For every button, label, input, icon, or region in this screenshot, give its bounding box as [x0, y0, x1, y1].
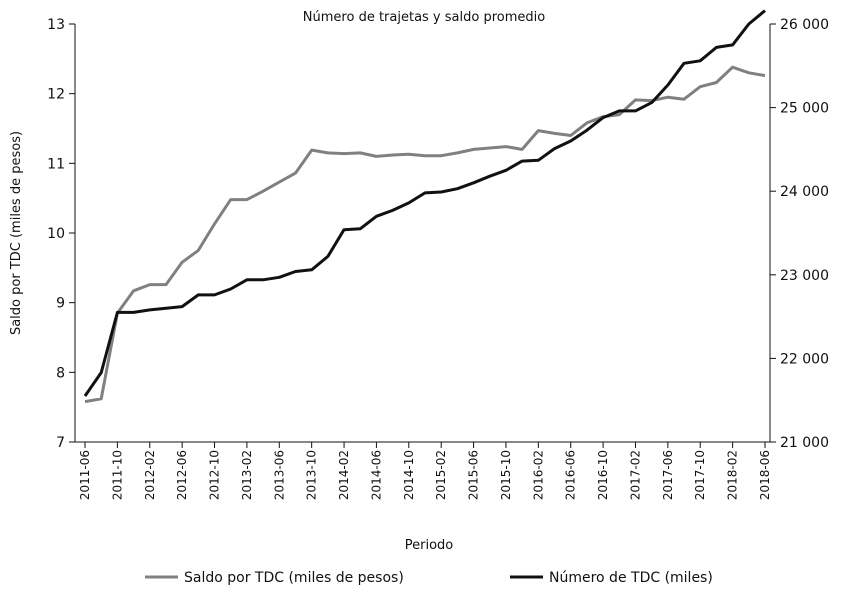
x-tick-label: 2011-10 — [110, 450, 124, 500]
x-tick-label: 2015-10 — [499, 450, 513, 500]
x-tick-label: 2012-02 — [143, 450, 157, 500]
right-tick-label: 22 000 — [780, 351, 829, 367]
right-tick-label: 25 000 — [780, 101, 829, 117]
x-tick-label: 2013-02 — [240, 450, 254, 500]
x-tick-label: 2014-06 — [369, 450, 383, 500]
left-tick-label: 10 — [47, 226, 65, 242]
x-axis-ticks: 2011-06 2011-10 2012-02 2012-06 2012-10 2013-… — [78, 442, 772, 500]
x-tick-label: 2014-10 — [402, 450, 416, 500]
series-line-0 — [84, 65, 766, 404]
left-tick-label: 11 — [47, 156, 65, 172]
left-tick-label: 8 — [56, 365, 65, 381]
legend-label-numero: Número de TDC (miles) — [549, 570, 713, 586]
x-tick-label: 2017-10 — [693, 450, 707, 500]
x-tick-label: 2017-02 — [628, 450, 642, 500]
x-tick-label: 2013-10 — [305, 450, 319, 500]
right-tick-label: 24 000 — [780, 184, 829, 200]
series-lines — [83, 9, 766, 404]
x-tick-label: 2012-06 — [175, 450, 189, 500]
x-tick-label: 2011-06 — [78, 450, 92, 500]
legend: Saldo por TDC (miles de pesos) Número de… — [145, 570, 713, 586]
x-axis-label: Periodo — [405, 538, 454, 553]
x-tick-label: 2015-02 — [434, 450, 448, 500]
x-tick-label: 2016-02 — [531, 450, 545, 500]
x-tick-label: 2012-10 — [208, 450, 222, 500]
legend-label-saldo: Saldo por TDC (miles de pesos) — [184, 570, 404, 586]
right-tick-label: 26 000 — [780, 17, 829, 33]
right-axis-ticks: 21 000 22 000 23 000 24 000 25 000 26 000 — [770, 17, 829, 451]
y-axis-label: Saldo por TDC (miles de pesos) — [9, 131, 24, 335]
x-tick-label: 2014-02 — [337, 450, 351, 500]
left-axis-ticks: 7 8 9 10 11 12 13 — [47, 17, 75, 451]
left-tick-label: 13 — [47, 17, 65, 33]
series-line-1 — [83, 9, 766, 397]
x-tick-label: 2015-06 — [467, 450, 481, 500]
x-tick-label: 2018-02 — [726, 450, 740, 500]
left-tick-label: 12 — [47, 87, 65, 103]
x-tick-label: 2016-10 — [596, 450, 610, 500]
x-tick-label: 2018-06 — [758, 450, 772, 500]
left-tick-label: 9 — [56, 296, 65, 312]
right-tick-label: 23 000 — [780, 268, 829, 284]
right-tick-label: 21 000 — [780, 435, 829, 451]
x-tick-label: 2013-06 — [272, 450, 286, 500]
x-tick-label: 2016-06 — [564, 450, 578, 500]
left-tick-label: 7 — [56, 435, 65, 451]
x-tick-label: 2017-06 — [661, 450, 675, 500]
chart-title: Número de trajetas y saldo promedio — [303, 10, 545, 25]
